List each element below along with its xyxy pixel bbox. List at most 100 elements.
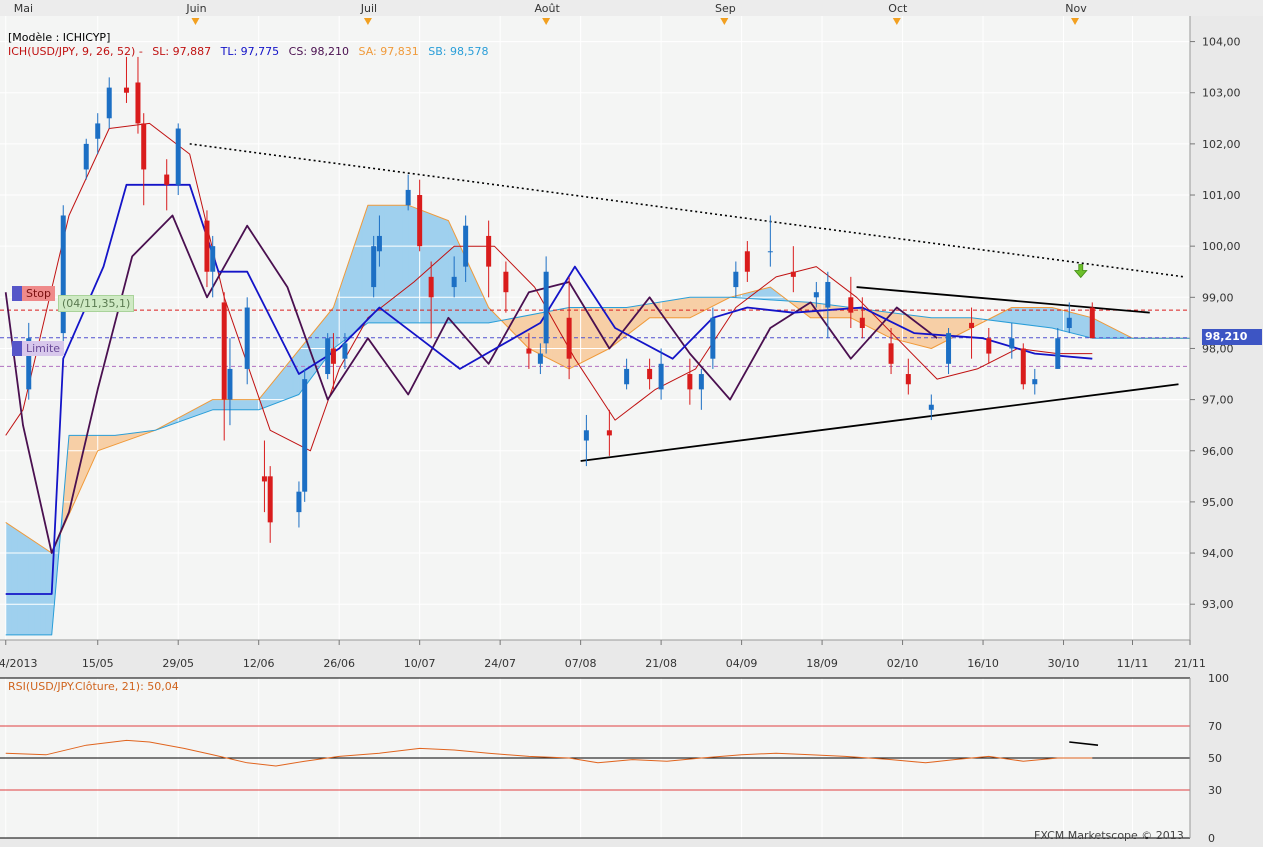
cloud-segment — [45, 548, 53, 636]
senkou-span-b-line — [5, 296, 1190, 636]
candle-body — [325, 338, 331, 375]
cloud-segment — [442, 217, 449, 324]
month-label: Août — [534, 2, 560, 15]
price-tick-label: 93,00 — [1202, 598, 1234, 611]
candle-body — [451, 276, 457, 288]
candle-body — [60, 215, 66, 334]
candle-body — [428, 276, 434, 298]
date-tick-label: 29/04/2013 — [0, 657, 37, 670]
cloud-segment — [1057, 308, 1064, 332]
date-tick-label: 15/05 — [82, 657, 114, 670]
month-marker-icon — [892, 18, 901, 25]
candle-body — [141, 123, 147, 170]
candle-body — [767, 251, 773, 253]
date-tick-label: 21/11 — [1174, 657, 1206, 670]
month-marker-icon — [542, 18, 551, 25]
rsi-tick-label: 70 — [1208, 720, 1222, 733]
cloud-segment — [580, 307, 587, 364]
limit-order-tag[interactable]: Limite — [12, 341, 65, 356]
sl-value: SL: 97,887 — [152, 45, 212, 58]
candle-body — [175, 128, 181, 185]
tl-value: TL: 97,775 — [220, 45, 280, 58]
chikou-span-line — [4, 214, 938, 554]
cloud-segment — [315, 320, 323, 373]
date-tick-label: 12/06 — [243, 657, 275, 670]
candle-body — [583, 430, 589, 441]
rsi-panel: 0 30 50 70 100 — [0, 672, 1229, 845]
cloud-segment — [1074, 313, 1082, 336]
cloud-segment — [936, 317, 944, 347]
month-marker-icon — [363, 18, 372, 25]
cloud-segment — [689, 297, 696, 319]
date-tick-label: 30/10 — [1048, 657, 1080, 670]
candle-body — [825, 281, 831, 308]
cloud-segment — [361, 205, 369, 328]
cloud-segment — [448, 220, 455, 324]
month-marker-icon — [1071, 18, 1080, 25]
candle-body — [888, 343, 894, 364]
month-label: Oct — [888, 2, 908, 15]
candle-body — [417, 195, 423, 247]
price-tick-label: 102,00 — [1202, 138, 1241, 151]
date-tick-label: 29/05 — [162, 657, 194, 670]
candle-body — [733, 271, 739, 288]
date-tick-label: 04/09 — [726, 657, 758, 670]
price-tick-label: 96,00 — [1202, 445, 1234, 458]
cloud-segment — [22, 533, 30, 636]
price-tick-label: 104,00 — [1202, 36, 1241, 49]
cloud-segment — [28, 537, 35, 636]
cloud-segment — [666, 299, 673, 319]
candle-body — [405, 189, 411, 206]
cloud-segment — [11, 525, 18, 636]
cloud-segment — [833, 305, 840, 319]
senkou-span-a-line — [5, 204, 1190, 554]
cloud-segment — [246, 399, 254, 411]
cloud-segment — [407, 204, 415, 324]
price-tick-label: 100,00 — [1202, 240, 1241, 253]
date-tick-label: 21/08 — [645, 657, 677, 670]
trendline — [856, 286, 1150, 314]
candle-body — [658, 363, 664, 390]
cloud-segment — [839, 305, 846, 319]
candle-body — [537, 353, 543, 364]
month-marker-icon — [720, 18, 729, 25]
cs-value: CS: 98,210 — [288, 45, 350, 58]
month-label: Nov — [1065, 2, 1087, 15]
cloud-segment — [356, 222, 363, 333]
date-tick-label: 24/07 — [484, 657, 516, 670]
cloud-segment — [218, 399, 225, 411]
cloud-segment — [528, 313, 535, 352]
candle-body — [503, 271, 509, 293]
cloud-segment — [223, 399, 231, 411]
order-date-tag[interactable]: (04/11,35,1) — [58, 295, 135, 312]
cloud-segment — [5, 521, 12, 636]
candle-body — [566, 317, 572, 359]
price-tick-label: 94,00 — [1202, 547, 1234, 560]
candle-body — [267, 476, 273, 523]
candle-body — [1055, 338, 1061, 369]
candle-body — [486, 235, 492, 267]
candle-body — [986, 338, 992, 354]
candle-body — [227, 368, 233, 400]
month-label: Juil — [360, 2, 377, 15]
candle-body — [210, 246, 216, 272]
candle-body — [1032, 379, 1038, 385]
ich-label: ICH(USD/JPY, 9, 26, 52) - — [8, 45, 143, 58]
candle-body — [135, 82, 141, 124]
date-tick-label: 26/06 — [323, 657, 355, 670]
cloud-segment — [384, 204, 392, 324]
rsi-legend: RSI(USD/JPY.Clôture, 21): 50,04 — [8, 680, 179, 693]
candle-body — [813, 292, 819, 298]
candle-body — [1089, 307, 1095, 339]
axes-layer: 93,00 94,00 95,00 96,00 97,00 98,00 99,00 100,0… — [0, 2, 1241, 670]
candle-body — [261, 476, 267, 482]
candle-body — [83, 143, 89, 170]
watermark: FXCM Marketscope © 2013 — [1034, 829, 1184, 842]
cloud-segment — [919, 315, 926, 348]
candle-body — [526, 348, 532, 354]
price-tick-label: 103,00 — [1202, 87, 1241, 100]
date-tick-label: 02/10 — [887, 657, 919, 670]
stop-order-tag[interactable]: Stop — [12, 286, 56, 301]
cloud-segment — [16, 529, 24, 636]
price-tick-label: 101,00 — [1202, 189, 1241, 202]
